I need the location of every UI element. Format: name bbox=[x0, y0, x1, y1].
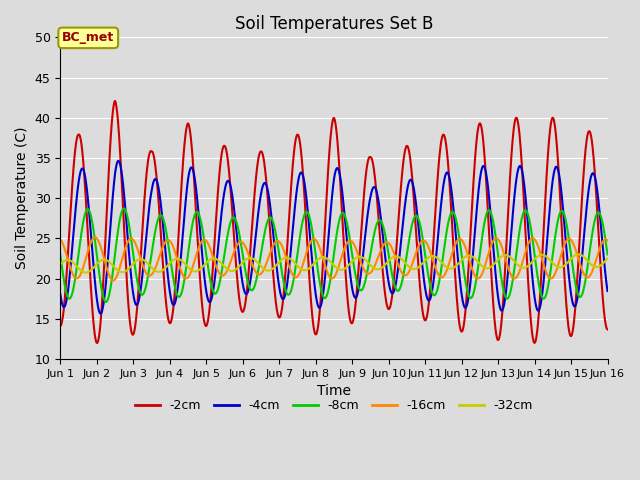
-4cm bbox=[115, 158, 122, 164]
-4cm bbox=[97, 311, 104, 316]
-4cm bbox=[56, 291, 64, 297]
-32cm bbox=[300, 267, 308, 273]
Title: Soil Temperatures Set B: Soil Temperatures Set B bbox=[235, 15, 433, 33]
-16cm bbox=[310, 236, 318, 242]
-4cm bbox=[289, 222, 297, 228]
-16cm bbox=[109, 277, 117, 283]
-32cm bbox=[56, 262, 64, 267]
-4cm bbox=[301, 180, 308, 186]
-16cm bbox=[122, 244, 129, 250]
-16cm bbox=[56, 237, 64, 242]
Line: -2cm: -2cm bbox=[60, 101, 607, 343]
-4cm bbox=[122, 209, 129, 215]
-32cm bbox=[368, 264, 376, 270]
-2cm bbox=[369, 158, 376, 164]
-8cm bbox=[99, 291, 106, 297]
-2cm bbox=[301, 193, 308, 199]
-32cm bbox=[99, 257, 107, 263]
Legend: -2cm, -4cm, -8cm, -16cm, -32cm: -2cm, -4cm, -8cm, -16cm, -32cm bbox=[130, 394, 538, 417]
-8cm bbox=[289, 279, 297, 285]
Line: -8cm: -8cm bbox=[60, 208, 607, 302]
-32cm bbox=[310, 261, 318, 266]
-2cm bbox=[56, 323, 64, 329]
Text: BC_met: BC_met bbox=[62, 31, 115, 44]
-4cm bbox=[310, 281, 318, 287]
-2cm bbox=[122, 257, 129, 263]
-4cm bbox=[99, 304, 107, 310]
-16cm bbox=[301, 256, 308, 262]
-8cm bbox=[310, 242, 318, 248]
-16cm bbox=[289, 273, 297, 278]
-8cm bbox=[120, 205, 127, 211]
Line: -16cm: -16cm bbox=[60, 238, 607, 280]
-8cm bbox=[122, 208, 129, 214]
-2cm bbox=[310, 328, 318, 334]
-32cm bbox=[575, 252, 582, 257]
-8cm bbox=[604, 252, 611, 257]
-32cm bbox=[122, 268, 129, 274]
-4cm bbox=[369, 186, 376, 192]
-8cm bbox=[301, 212, 308, 217]
-8cm bbox=[102, 299, 109, 305]
-16cm bbox=[99, 252, 107, 257]
Line: -32cm: -32cm bbox=[60, 254, 607, 273]
-8cm bbox=[369, 240, 376, 246]
-32cm bbox=[289, 258, 297, 264]
-2cm bbox=[93, 340, 101, 346]
Y-axis label: Soil Temperature (C): Soil Temperature (C) bbox=[15, 127, 29, 269]
-16cm bbox=[604, 238, 611, 243]
-2cm bbox=[604, 326, 611, 332]
-4cm bbox=[604, 288, 611, 294]
-32cm bbox=[82, 270, 90, 276]
-16cm bbox=[91, 235, 99, 240]
-32cm bbox=[604, 255, 611, 261]
-2cm bbox=[99, 284, 107, 289]
-2cm bbox=[289, 157, 297, 163]
X-axis label: Time: Time bbox=[317, 384, 351, 398]
-16cm bbox=[369, 267, 376, 273]
-8cm bbox=[56, 252, 64, 257]
-2cm bbox=[111, 98, 119, 104]
Line: -4cm: -4cm bbox=[60, 161, 607, 313]
